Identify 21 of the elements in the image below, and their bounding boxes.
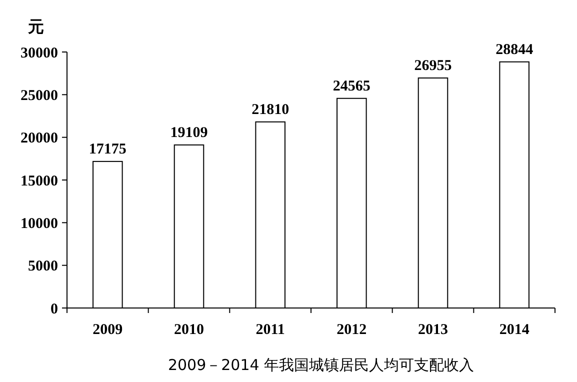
x-tick-label: 2010 [174, 322, 204, 338]
data-label: 24565 [332, 78, 370, 94]
y-tick-label: 5000 [28, 258, 58, 275]
x-tick-label: 2012 [336, 322, 367, 338]
x-tick-label: 2013 [418, 322, 448, 338]
x-tick-label: 2014 [499, 322, 530, 338]
data-label: 28844 [496, 42, 534, 58]
y-tick-label: 15000 [20, 173, 58, 190]
x-tick-label: 2011 [256, 322, 285, 338]
data-label: 17175 [88, 141, 126, 158]
y-tick-label: 0 [50, 301, 58, 318]
y-tick-label: 30000 [20, 45, 58, 62]
y-tick-label: 10000 [20, 216, 58, 232]
data-label: 19109 [170, 124, 208, 141]
y-axis-title: 元 [27, 17, 44, 36]
data-label: 21810 [252, 102, 290, 118]
data-label: 26955 [414, 58, 452, 74]
x-tick-label: 2009 [92, 322, 123, 338]
y-tick-label: 20000 [20, 130, 58, 147]
text: 2009－2014 年我国城镇居民人均可支配收入 [168, 356, 474, 374]
y-tick-label: 25000 [20, 88, 58, 104]
